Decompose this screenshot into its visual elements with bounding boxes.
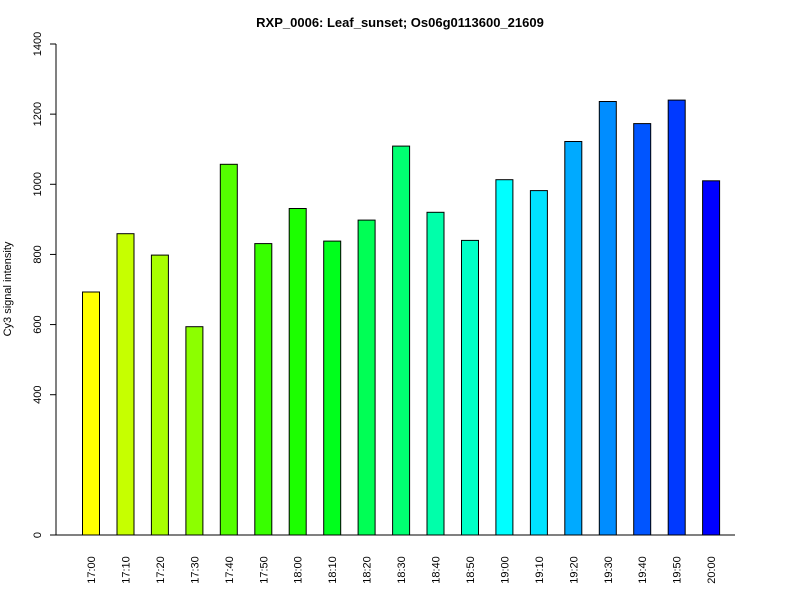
bar-1900 [495, 179, 514, 536]
bar-1730 [185, 326, 204, 536]
bar-1850 [461, 239, 479, 536]
x-tick-label: 18:50 [465, 556, 477, 584]
bar-1810 [323, 240, 342, 536]
bar-1910 [529, 190, 548, 536]
x-tick-label: 18:10 [327, 556, 339, 584]
chart-title: RXP_0006: Leaf_sunset; Os06g0113600_2160… [256, 15, 544, 30]
bar-1950 [667, 99, 686, 536]
bar-1710 [116, 233, 135, 536]
y-axis-label: Cy3 signal intensity [2, 241, 14, 336]
bar-1800 [288, 208, 307, 536]
x-tick-label: 19:20 [568, 556, 580, 584]
bars [82, 99, 721, 536]
x-tick-label: 20:00 [706, 556, 718, 584]
y-tick-label: 400 [32, 386, 44, 404]
x-tick-label: 19:30 [603, 556, 615, 584]
y-tick-label: 1200 [32, 102, 44, 126]
x-tick-label: 17:40 [224, 556, 236, 584]
bar-1820 [357, 219, 376, 536]
y-axis: 0 400 600 800 1000 1200 1400 [32, 32, 57, 538]
bar-1750 [254, 243, 273, 536]
x-tick-label: 18:00 [293, 556, 305, 584]
bar-1700 [82, 291, 100, 536]
x-tick-label: 19:50 [672, 556, 684, 584]
x-tick-label: 19:10 [534, 556, 546, 584]
bar-1720 [150, 254, 169, 536]
x-tick-label: 18:30 [396, 556, 408, 584]
x-tick-label: 17:00 [86, 556, 98, 584]
x-tick-label: 19:40 [637, 556, 649, 584]
bar-1740 [219, 163, 238, 536]
y-tick-label: 1400 [32, 32, 44, 56]
x-tick-label: 17:20 [155, 556, 167, 584]
bar-1840 [426, 211, 445, 536]
y-tick-label: 1000 [32, 172, 44, 196]
bar-1930 [598, 101, 617, 536]
bar-1940 [633, 123, 652, 536]
bar-1830 [392, 145, 411, 536]
x-tick-label: 19:00 [499, 556, 511, 584]
bar-2000 [702, 180, 721, 536]
x-tick-labels: 17:00 17:10 17:20 17:30 17:40 17:50 18:00 18:10… [86, 556, 718, 584]
y-tick-label: 800 [32, 245, 44, 263]
bar-1920 [564, 141, 583, 536]
x-tick-label: 18:40 [431, 556, 443, 584]
x-tick-label: 17:50 [258, 556, 270, 584]
y-tick-label: 600 [32, 315, 44, 333]
x-tick-label: 17:30 [189, 556, 201, 584]
y-tick-label: 0 [32, 532, 44, 538]
x-tick-label: 18:20 [362, 556, 374, 584]
x-tick-label: 17:10 [120, 556, 132, 584]
